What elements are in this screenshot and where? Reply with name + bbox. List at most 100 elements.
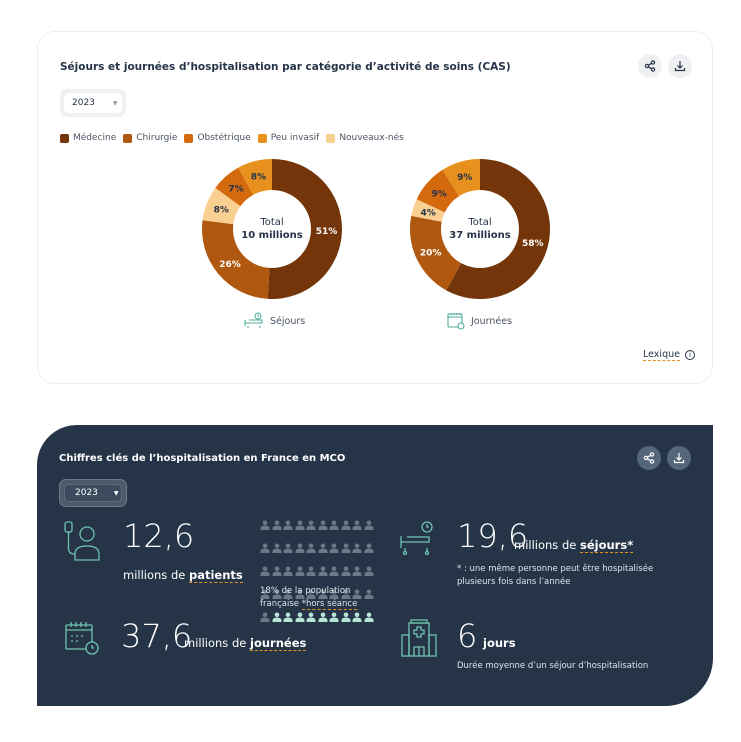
key-figures-card: Chiffres clés de l’hospitalisation en Fr… [37, 425, 713, 706]
person-icon [306, 515, 318, 534]
share-button[interactable] [637, 446, 661, 470]
chevron-down-icon: ▼ [113, 489, 119, 497]
patients-label: millions de patients [123, 568, 243, 583]
person-icon [352, 515, 364, 534]
person-icon [283, 607, 295, 626]
chart-legend: Médecine Chirurgie Obstétrique Peu invas… [60, 133, 404, 143]
person-icon [260, 584, 272, 603]
calendar-icon [447, 313, 465, 330]
center-value: 10 millions [241, 230, 303, 241]
person-icon [364, 538, 376, 557]
card-title: Séjours et journées d’hospitalisation pa… [60, 61, 511, 73]
center-label: Total [467, 217, 491, 228]
person-icon [364, 607, 376, 626]
slice-label: 26% [219, 260, 241, 270]
patients-value: 12,6 [123, 517, 195, 555]
person-icon [364, 515, 376, 534]
person-icon [260, 515, 272, 534]
person-icon [260, 561, 272, 580]
slice-label: 9% [457, 173, 472, 183]
legend-item[interactable]: Chirurgie [123, 133, 177, 143]
info-icon: i [684, 350, 695, 360]
donut-charts: 51% 26% 8% 7% 8% Total 10 millions 58% 20% 4% 9% 9%… [202, 159, 551, 299]
slice-label: 51% [316, 227, 338, 237]
download-button[interactable] [667, 446, 691, 470]
person-icon [306, 538, 318, 557]
person-icon [272, 561, 284, 580]
slice-label: 7% [228, 185, 243, 195]
sejours-caption: Séjours [244, 312, 305, 330]
person-icon [364, 584, 376, 603]
person-icon [329, 561, 341, 580]
person-icon [295, 584, 307, 603]
person-icon [283, 584, 295, 603]
person-icon [318, 538, 330, 557]
donut-slice-peu invasif[interactable] [238, 159, 272, 195]
legend-item[interactable]: Peu invasif [257, 133, 319, 143]
slice-label: 8% [214, 205, 229, 215]
person-icon [352, 561, 364, 580]
person-icon [283, 538, 295, 557]
person-icon [260, 538, 272, 557]
person-icon [272, 584, 284, 603]
duree-value: 6 [457, 617, 478, 655]
year-value: 2023 [72, 98, 95, 108]
legend-item[interactable]: Médecine [60, 133, 116, 143]
person-icon [318, 561, 330, 580]
person-icon [341, 538, 353, 557]
slice-label: 8% [251, 173, 266, 183]
download-button[interactable] [668, 54, 692, 78]
donut-slice-obstétrique[interactable] [416, 169, 460, 213]
duree-note: Durée moyenne d’un séjour d’hospitalisat… [457, 661, 649, 671]
journees-caption: Journées [447, 312, 512, 330]
legend-item[interactable]: Nouveaux-nés [326, 133, 404, 143]
share-icon [643, 452, 655, 464]
person-icon [260, 607, 272, 626]
person-icon [329, 515, 341, 534]
person-icon [318, 584, 330, 603]
person-icon [306, 584, 318, 603]
share-button[interactable] [638, 54, 662, 78]
download-icon [674, 61, 686, 72]
hors-seance-link[interactable]: *hors séance [301, 599, 358, 610]
year-select[interactable]: 2023 ▼ [59, 479, 127, 507]
journees-value: 37,6 [121, 617, 193, 655]
calendar-clock-icon [65, 622, 99, 655]
donut-slice-chirurgie[interactable] [410, 215, 462, 291]
center-label: Total [259, 217, 283, 228]
donut-slice-nouveaux-nés[interactable] [202, 187, 241, 225]
donut-slice-médecine[interactable] [267, 159, 342, 299]
person-icon [364, 561, 376, 580]
person-icon [341, 515, 353, 534]
person-icon [295, 515, 307, 534]
person-icon [272, 607, 284, 626]
year-select[interactable]: 2023 ▼ [60, 89, 126, 117]
lexique-link[interactable]: Lexique i [643, 349, 695, 361]
person-icon [352, 584, 364, 603]
sejours-label: millions de séjours* [514, 538, 634, 553]
person-icon [352, 607, 364, 626]
slice-label: 9% [431, 189, 446, 199]
hospital-bed-icon [244, 312, 263, 328]
person-icon [306, 561, 318, 580]
person-icon [318, 515, 330, 534]
donut-slice-chirurgie[interactable] [202, 220, 270, 299]
person-icon [329, 584, 341, 603]
person-icon [341, 607, 353, 626]
person-icon [329, 607, 341, 626]
download-icon [673, 453, 685, 464]
slice-label: 58% [522, 239, 544, 249]
person-icon [306, 607, 318, 626]
person-icon [272, 538, 284, 557]
donut-slice-médecine[interactable] [446, 159, 551, 299]
donut-slice-obstétrique[interactable] [215, 167, 254, 207]
donut-slice-peu invasif[interactable] [442, 159, 480, 197]
share-icon [644, 60, 656, 72]
donut-slice-nouveaux-nés[interactable] [411, 199, 445, 222]
person-icon [329, 538, 341, 557]
legend-item[interactable]: Obstétrique [184, 133, 251, 143]
hospital-icon [401, 619, 437, 657]
person-icon [295, 607, 307, 626]
card-title: Chiffres clés de l’hospitalisation en Fr… [59, 453, 346, 464]
sejours-note: * : une même personne peut être hospital… [457, 564, 654, 587]
